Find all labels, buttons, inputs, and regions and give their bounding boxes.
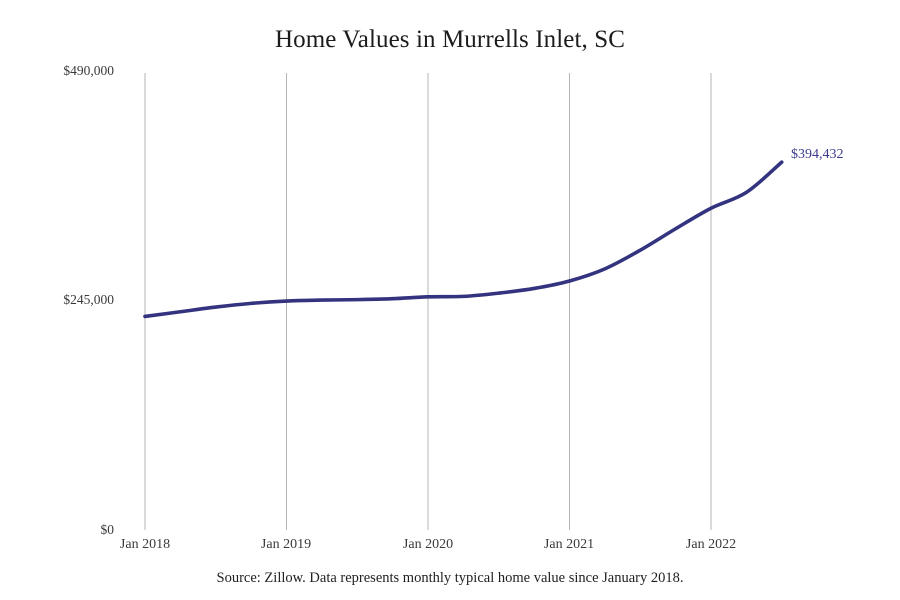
- endpoint-value-annotation: $394,432: [791, 147, 844, 162]
- x-axis-tick-jan-2019: Jan 2019: [260, 537, 312, 552]
- gridlines: [144, 73, 712, 530]
- source-caption: Source: Zillow. Data represents monthly …: [216, 570, 684, 586]
- chart-title: Home Values in Murrells Inlet, SC: [274, 26, 626, 53]
- data-series-line: [143, 160, 784, 319]
- x-axis-tick-jan-2022: Jan 2022: [685, 537, 737, 552]
- y-axis-tick-bottom: $0: [100, 522, 115, 537]
- x-axis-tick-jan-2020: Jan 2020: [402, 537, 454, 552]
- x-axis-tick-jan-2018: Jan 2018: [119, 537, 171, 552]
- y-axis-tick-mid: $245,000: [63, 292, 114, 307]
- x-axis-tick-jan-2021: Jan 2021: [543, 537, 595, 552]
- y-axis-tick-top: $490,000: [63, 63, 114, 78]
